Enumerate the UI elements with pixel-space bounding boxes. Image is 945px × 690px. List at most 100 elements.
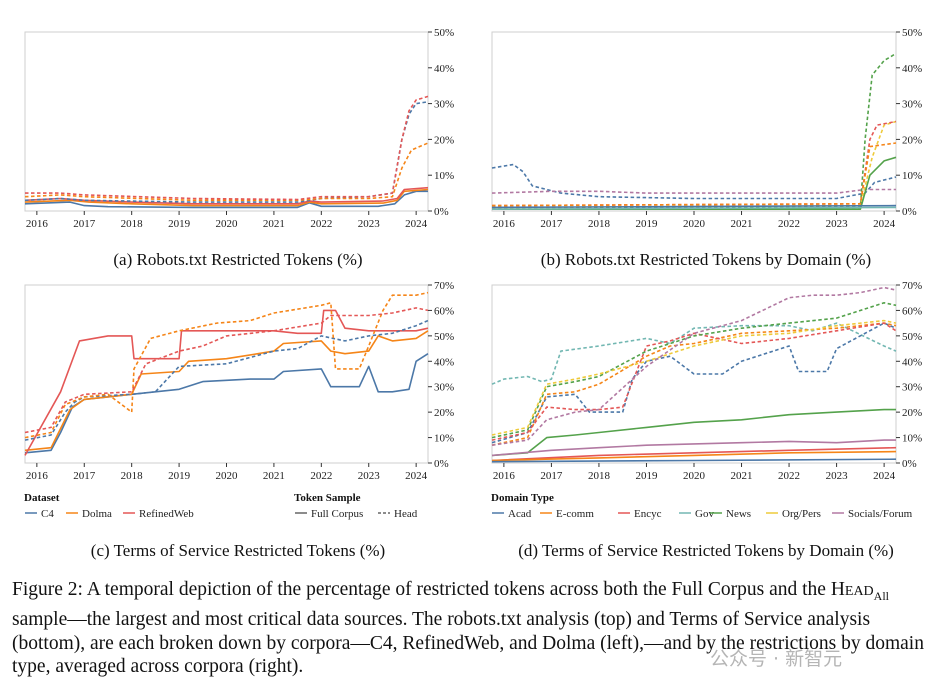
x-tick-label: 2017 [540,470,563,482]
series-line-refinedweb-head [24,307,429,434]
caption-suffix: sample—the largest and most critical dat… [12,609,924,678]
panel-d-tos-by-domain: 0% 10% 20% 30% 40% 50% 60% 70% 2016 2017 2018 2019 2… [491,280,922,482]
series-line-dolma-full-corpus [24,188,429,207]
series-line-acad-full-corpus [491,458,897,463]
y-tick-label: 0% [434,206,449,218]
y-tick-label: 20% [902,407,922,419]
x-tick-label: 2019 [168,218,191,230]
series-line-encyc-head [491,120,897,207]
x-tick-label: 2020 [683,470,706,482]
legend-token-sample-title: Token Sample [294,492,361,504]
legend-refinedweb-label: RefinedWeb [139,508,194,520]
series-line-socials-forum-head [491,286,897,446]
series-line-news-head [491,301,897,439]
panel-c-caption: (c) Terms of Service Restricted Tokens (… [91,541,385,560]
panel-b-robots-by-domain: 0% 10% 20% 30% 40% 50% 2016 2017 2018 2019 2020 202… [491,27,922,230]
x-tick-label: 2021 [731,470,753,482]
panel-c-tos-restricted: 0% 10% 20% 30% 40% 50% 60% 70% 2016 2017 2018 2019 2… [24,280,454,482]
x-tick-label: 2016 [493,218,516,230]
y-tick-label: 0% [434,458,449,470]
legend-dolma-label: Dolma [82,508,112,520]
legend-encyc-label: Encyc [634,508,662,520]
series-line-dolma-full-corpus [24,330,429,452]
y-tick-label: 30% [902,99,922,111]
x-tick-label: 2019 [635,470,658,482]
x-tick-label: 2024 [405,470,428,482]
legend-gov-label: Gov [695,508,714,520]
series-line-c4-full-corpus [24,353,429,454]
y-tick-label: 30% [902,382,922,394]
x-tick-label: 2022 [310,470,332,482]
y-tick-label: 30% [434,382,454,394]
y-tick-label: 70% [434,280,454,292]
x-tick-label: 2023 [826,218,849,230]
x-tick-label: 2016 [26,218,49,230]
x-tick-label: 2022 [778,470,800,482]
panel-a-caption: (a) Robots.txt Restricted Tokens (%) [113,250,362,269]
caption-prefix: Figure 2: A temporal depiction of the pe… [12,579,831,600]
figure-caption: Figure 2: A temporal depiction of the pe… [12,578,936,679]
y-tick-label: 70% [902,280,922,292]
legend-e-comm-label: E-comm [556,508,594,520]
legend-org-pers-label: Org/Pers [782,508,821,520]
y-tick-label: 20% [902,134,922,146]
legend-socials-forum-label: Socials/Forum [848,508,913,520]
series-line-dolma-head [24,142,429,202]
series-line-news-full-corpus [492,156,897,210]
series-line-acad-full-corpus [491,204,897,209]
legend-news-label: News [726,508,751,520]
x-tick-label: 2020 [216,218,239,230]
caption-head: Head [830,579,874,600]
x-tick-label: 2024 [873,470,896,482]
y-tick-label: 60% [902,305,922,317]
x-tick-label: 2019 [635,218,658,230]
x-tick-label: 2024 [405,218,428,230]
legend-dataset-title: Dataset [24,492,60,504]
y-tick-label: 20% [434,134,454,146]
x-tick-label: 2020 [683,218,706,230]
x-tick-label: 2021 [731,218,753,230]
y-tick-label: 50% [434,27,454,39]
series-line-dolma-head [24,291,429,439]
series-line-gov-full-corpus [491,206,897,210]
series-line-refinedweb-head [25,95,429,201]
legend-domain-title: Domain Type [491,492,554,504]
x-tick-label: 2019 [168,470,191,482]
series-line-refinedweb-full-corpus [24,309,429,456]
x-tick-label: 2017 [73,218,96,230]
series-line-encyc-full-corpus [491,446,897,462]
x-tick-label: 2018 [588,218,611,230]
y-tick-label: 10% [902,170,922,182]
x-tick-label: 2023 [826,470,849,482]
x-tick-label: 2024 [873,218,896,230]
y-tick-label: 40% [434,63,454,75]
x-tick-label: 2023 [358,470,381,482]
watermark: 公众号 · 新智元 [710,648,843,670]
x-tick-label: 2020 [216,470,239,482]
series-line-e-comm-full-corpus [491,450,897,462]
legend-domain-type: Domain Type Acad E-comm Encyc Gov News Org/Pe… [491,492,913,520]
x-tick-label: 2017 [540,218,563,230]
legend-acad-label: Acad [508,508,532,520]
plot-frame [24,284,429,464]
series-line-e-comm-head [491,142,897,207]
y-tick-label: 20% [434,407,454,419]
series-line-c4-head [24,319,429,441]
panel-b-caption: (b) Robots.txt Restricted Tokens by Doma… [541,250,871,269]
series-line-org-pers-head [491,319,897,436]
legend-dataset: Dataset C4 Dolma RefinedWeb [24,492,194,520]
legend-head-label: Head [394,508,418,520]
panel-d-caption: (d) Terms of Service Restricted Tokens b… [518,541,894,560]
y-tick-label: 40% [902,356,922,368]
series-line-e-comm-head [491,322,897,446]
y-tick-label: 0% [902,458,917,470]
y-tick-label: 30% [434,99,454,111]
series-line-c4-head [24,101,429,203]
series-line-encyc-head [491,322,897,441]
series-line-org-pers-head [491,120,897,209]
y-tick-label: 50% [434,331,454,343]
legend-token-sample: Token Sample Full Corpus Head [294,492,418,520]
x-tick-label: 2022 [310,218,332,230]
y-tick-label: 40% [902,63,922,75]
